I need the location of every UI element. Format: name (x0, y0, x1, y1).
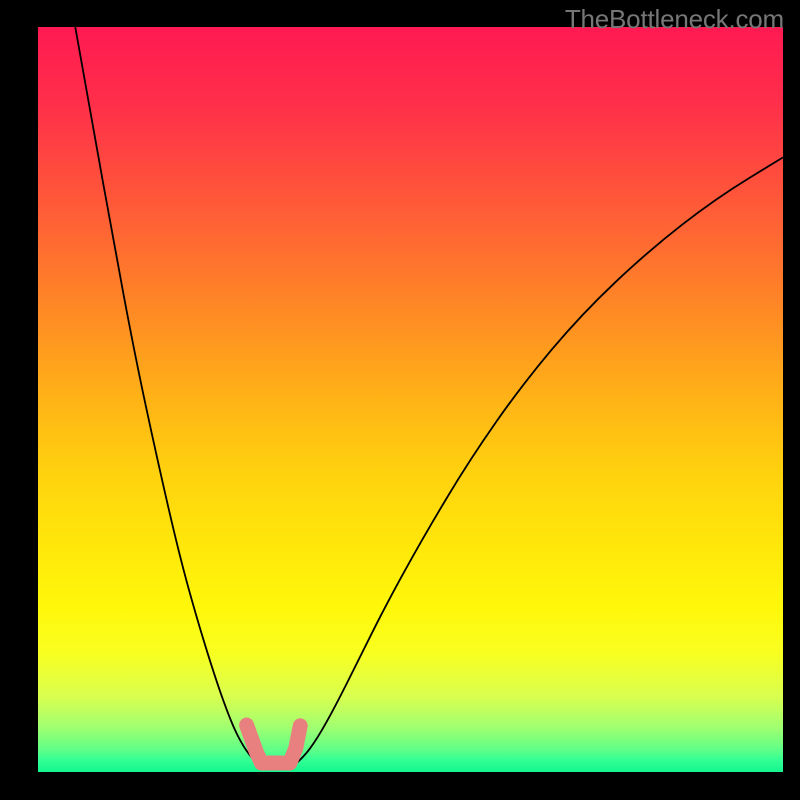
watermark-text: TheBottleneck.com (565, 4, 784, 35)
gradient-background (38, 27, 783, 772)
chart-canvas: TheBottleneck.com (0, 0, 800, 800)
plot-svg (38, 27, 783, 772)
plot-area (38, 27, 783, 772)
